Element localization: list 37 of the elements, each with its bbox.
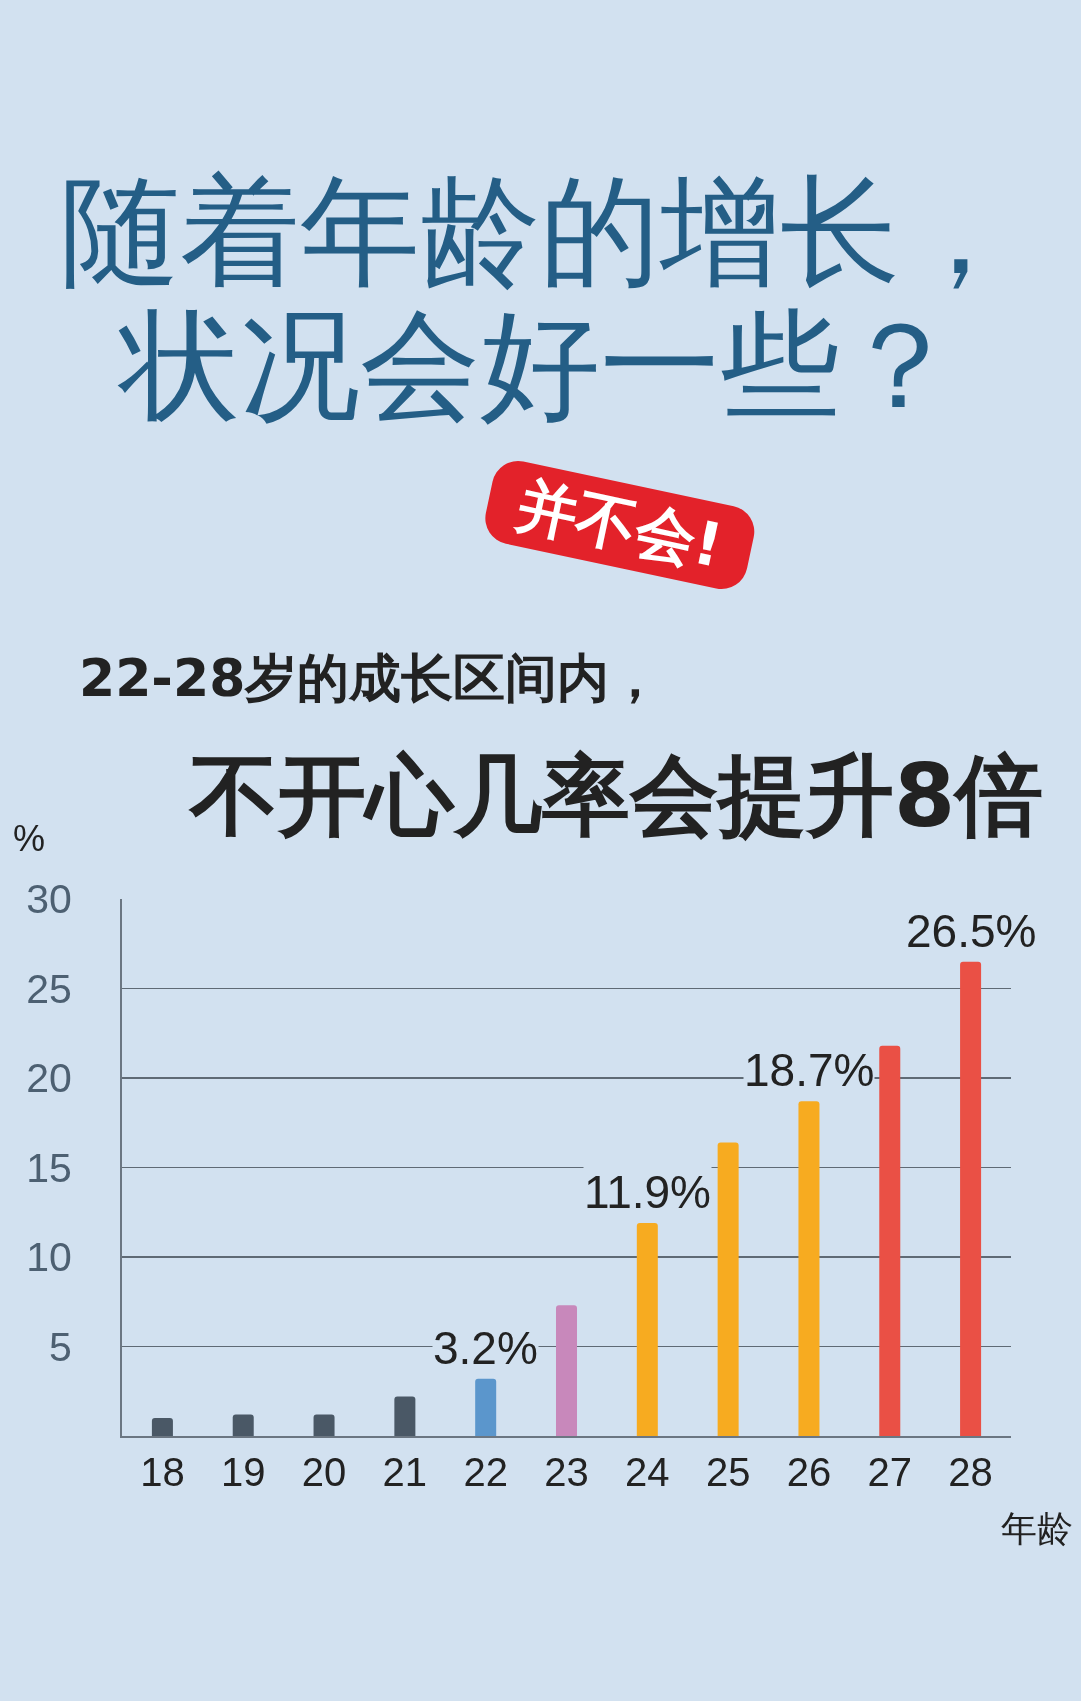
x-tick-label: 27	[867, 1450, 913, 1494]
data-label: 11.9%	[584, 1166, 712, 1218]
bar	[232, 1414, 254, 1436]
bar	[636, 1222, 658, 1436]
bar	[798, 1101, 820, 1436]
y-tick-label: 25	[26, 965, 72, 1012]
x-tick-label: 18	[140, 1450, 185, 1494]
y-tick-label: 15	[26, 1144, 72, 1191]
data-label: 18.7%	[744, 1044, 875, 1096]
y-tick-label: 5	[48, 1323, 72, 1370]
y-tick-label: 30	[26, 876, 72, 923]
y-axis-title: %	[13, 818, 46, 859]
bar	[960, 961, 982, 1436]
data-label: 3.2%	[433, 1322, 538, 1374]
bar	[151, 1418, 173, 1436]
bar	[475, 1378, 497, 1436]
y-tick-label: 10	[26, 1234, 72, 1281]
bar	[879, 1045, 901, 1436]
x-tick-label: 20	[301, 1450, 347, 1494]
x-tick-label: 21	[382, 1450, 428, 1494]
text: 不开心几率会提升8倍	[190, 744, 1044, 847]
data-label: 26.5%	[906, 905, 1037, 957]
x-tick-label: 28	[948, 1450, 993, 1494]
chart-subtitle: 22-28岁的成长区间内，	[79, 648, 662, 708]
bar	[555, 1305, 578, 1436]
x-tick-label: 19	[220, 1450, 266, 1494]
chart-title: 随着年龄的增长，状况会好一些？	[59, 162, 1021, 436]
x-tick-label: 25	[705, 1450, 751, 1494]
x-axis-title: 年龄	[1001, 1508, 1073, 1549]
bar	[394, 1396, 416, 1436]
bar	[313, 1414, 335, 1436]
x-tick-label: 22	[463, 1450, 508, 1494]
bar	[717, 1142, 739, 1436]
x-tick-label: 23	[544, 1450, 589, 1494]
x-tick-label: 24	[625, 1450, 670, 1494]
x-tick-label: 26	[786, 1450, 832, 1494]
y-tick-label: 20	[26, 1055, 72, 1102]
